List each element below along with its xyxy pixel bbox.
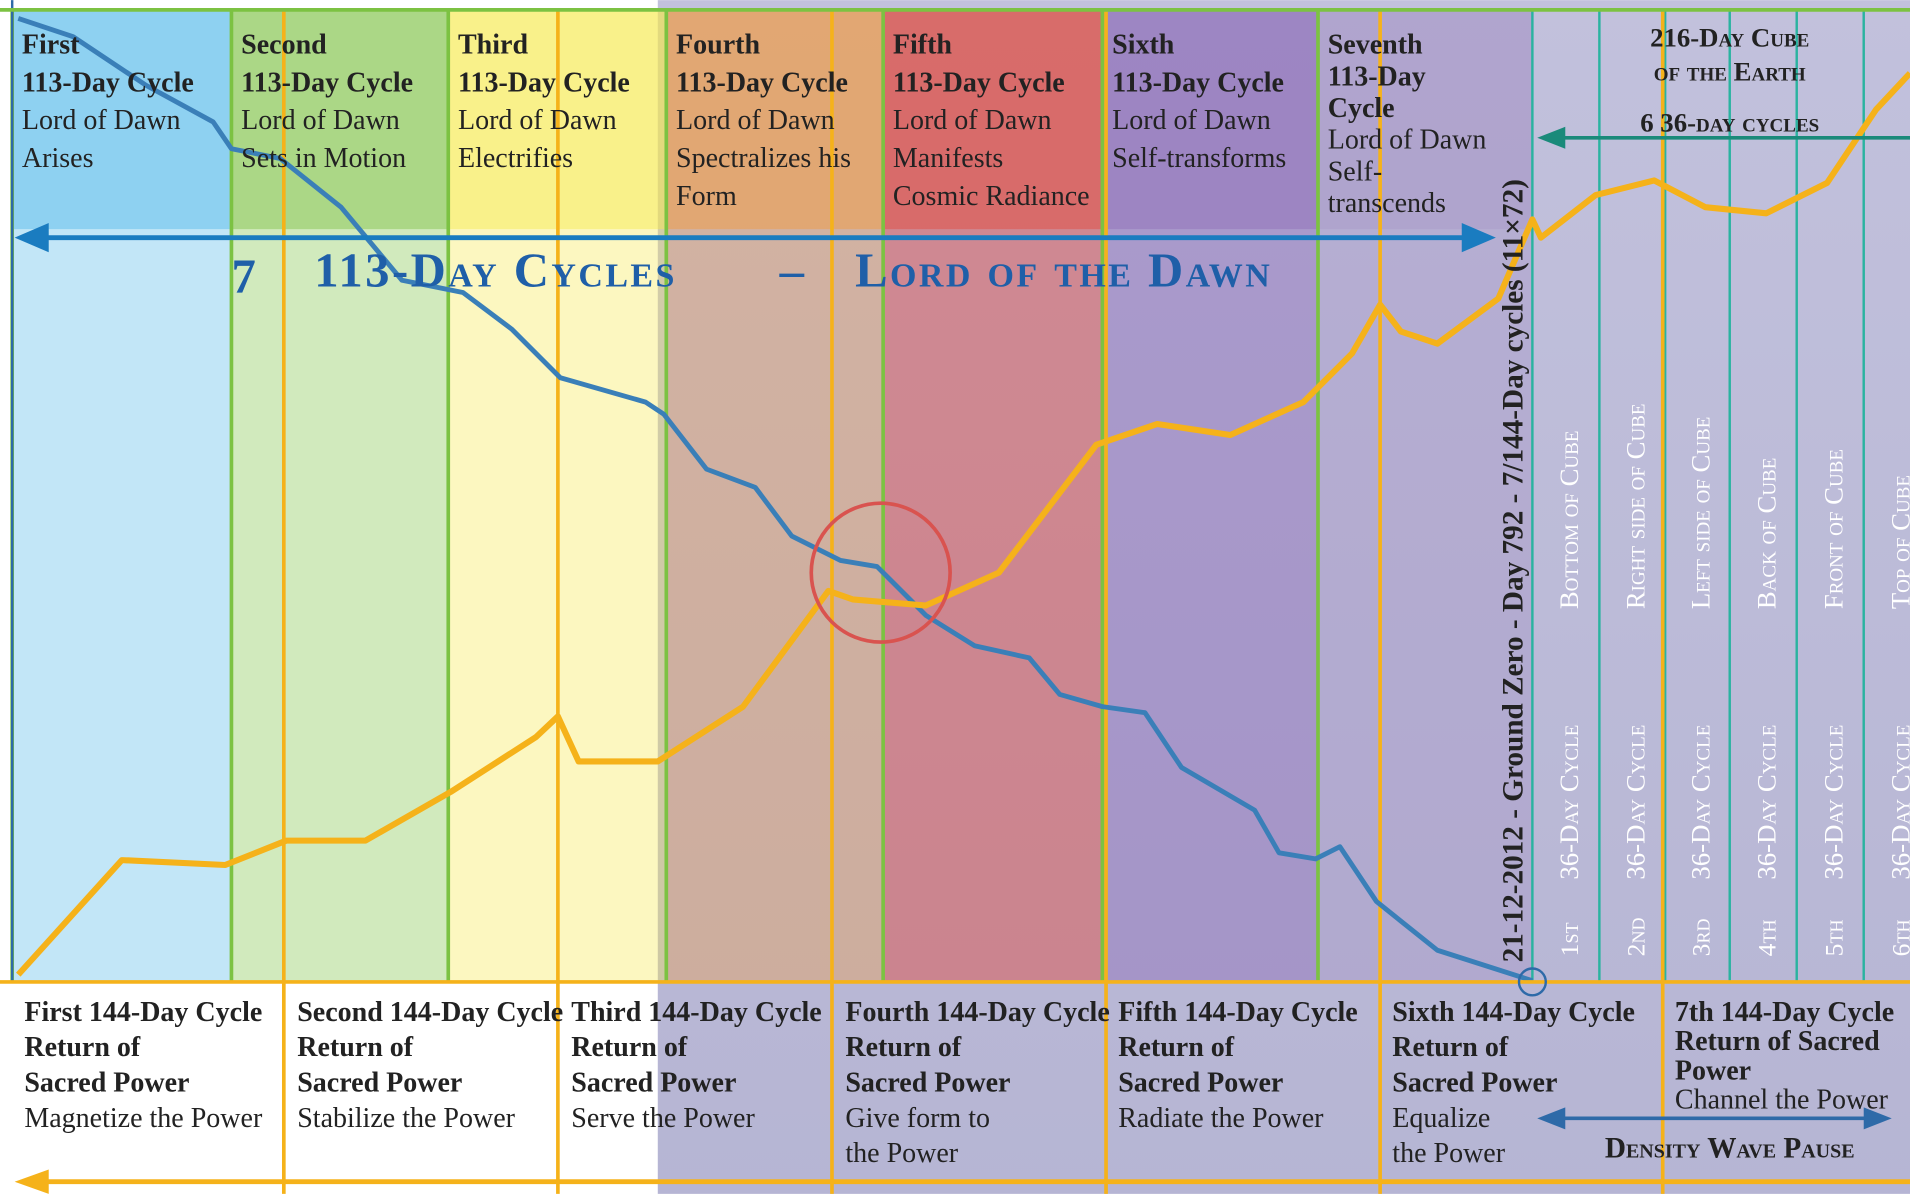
cycle-title: 113-Day Cycle (22, 67, 194, 98)
cycle-description: Arises (22, 143, 94, 174)
cycle-description: Lord of Dawn (22, 105, 181, 136)
cube-ordinal: 1st (1555, 923, 1584, 957)
cube-side: Front of Cube (1818, 449, 1848, 609)
cube-side: Bottom of Cube (1554, 431, 1584, 610)
cycle-description: Lord of Dawn (1328, 125, 1487, 156)
pause-cycle-description: the Power (845, 1138, 958, 1169)
cube-side: Right side of Cube (1620, 403, 1650, 609)
cycle-title: 113-Day (1328, 61, 1426, 92)
pause-cycle-title: Return of (24, 1032, 141, 1063)
cycle-description: Lord of Dawn (893, 105, 1052, 136)
pause-cycle-title: Return of (845, 1032, 962, 1063)
pause-cycle-title: Sacred Power (571, 1068, 736, 1099)
cube-cycle: 36-Day Cycle (1885, 725, 1910, 880)
cycle-description: Form (676, 181, 737, 212)
cycle-description: Lord of Dawn (1112, 105, 1271, 136)
pause-cycle-title: Return of (571, 1032, 688, 1063)
cycle-title: Cycle (1328, 93, 1395, 124)
cycle-title: First (22, 30, 80, 61)
cycle-description: Lord of Dawn (458, 105, 617, 136)
pause-cycle-description: Equalize (1392, 1103, 1490, 1134)
banner-text: 113-Day Cycles (314, 243, 677, 297)
cube-ordinal: 4th (1752, 920, 1781, 957)
cycle-description: Self-transforms (1112, 143, 1286, 174)
pause-cycle-title: Second 144-Day Cycle (297, 997, 563, 1028)
cube-ordinal: 5th (1819, 920, 1848, 957)
body: {"top_cycles":[ {"lines":["First","113-D… (0, 0, 1910, 1194)
cycle-description: transcends (1328, 188, 1446, 219)
cube-cycle: 36-Day Cycle (1751, 725, 1781, 880)
cube-cycle: 36-Day Cycle (1554, 725, 1584, 880)
cube-cycle: 36-Day Cycle (1686, 725, 1716, 880)
pause-cycle-title: Fourth 144-Day Cycle (845, 997, 1109, 1028)
cycle-description: Manifests (893, 143, 1003, 174)
pause-cycle-title: Return of (297, 1032, 414, 1063)
pause-cycle-title: Third 144-Day Cycle (571, 997, 821, 1028)
pause-cycle-description: Serve the Power (571, 1103, 755, 1134)
cube-title: of the Earth (1654, 57, 1806, 87)
pause-cycle-title: Sacred Power (297, 1068, 462, 1099)
banner-dash: – (779, 243, 805, 297)
pause-cycle-description: Magnetize the Power (24, 1103, 263, 1134)
cycle-title: Third (458, 30, 528, 61)
pause-cycle-title: First 144-Day Cycle (24, 997, 262, 1028)
pause-cycle-title: Return of Sacred (1675, 1026, 1880, 1057)
page: html,body{margin:0;padding:0;width:1910p… (0, 0, 1910, 1194)
cycle-description: Spectralizes his (676, 143, 851, 174)
cube-ordinal: 2nd (1621, 918, 1650, 957)
cycle-title: 113-Day Cycle (241, 67, 413, 98)
banner-number: 7 (231, 249, 255, 303)
cycle-description: Sets in Motion (241, 143, 406, 174)
pause-cycle-title: Fifth 144-Day Cycle (1118, 997, 1358, 1028)
cube-cycle: 36-Day Cycle (1818, 725, 1848, 880)
pause-cycle-title: Sacred Power (1392, 1068, 1557, 1099)
density-wave-pause: Density Wave Pause (1605, 1132, 1855, 1164)
pause-cycle-description: Channel the Power (1675, 1085, 1889, 1116)
cycle-title: 113-Day Cycle (1112, 67, 1284, 98)
cycle-title: 113-Day Cycle (676, 67, 848, 98)
cube-ordinal: 6th (1886, 920, 1910, 957)
pause-cycle-title: Sacred Power (845, 1068, 1010, 1099)
cube-side: Left side of Cube (1686, 417, 1716, 610)
cube-cycle: 36-Day Cycle (1620, 725, 1650, 880)
pause-cycle-description: the Power (1392, 1138, 1505, 1169)
cycle-title: Sixth (1112, 30, 1175, 61)
ground-zero-label: 21-12-2012 - Ground Zero - Day 792 - 7/1… (1498, 179, 1530, 962)
pause-cycle-description: Stabilize the Power (297, 1103, 515, 1134)
cube-ordinal: 3rd (1687, 919, 1716, 957)
cube-title: 216-Day Cube (1650, 22, 1809, 52)
pause-cycle-description: Radiate the Power (1118, 1103, 1324, 1134)
diagram: 7 113-Day Cycles – Lord of the Dawn 21-1… (0, 0, 1910, 1194)
cube-cycles: 6 36-day cycles (1640, 108, 1819, 138)
pause-cycle-title: 7th 144-Day Cycle (1675, 997, 1894, 1028)
cycle-title: Fourth (676, 30, 760, 61)
cycle-title: Seventh (1328, 30, 1423, 61)
pause-cycle-title: Sacred Power (1118, 1068, 1283, 1099)
pause-cycle-title: Sixth 144-Day Cycle (1392, 997, 1635, 1028)
banner-lord: Lord of the Dawn (855, 243, 1272, 297)
pause-cycle-title: Return of (1118, 1032, 1235, 1063)
cycle-description: Electrifies (458, 143, 573, 174)
cycle-description: Lord of Dawn (241, 105, 400, 136)
cycle-description: Self- (1328, 156, 1382, 187)
cycle-title: Fifth (893, 30, 953, 61)
cycle-title: 113-Day Cycle (893, 67, 1065, 98)
pause-cycle-title: Sacred Power (24, 1068, 189, 1099)
cycle-description: Cosmic Radiance (893, 181, 1090, 212)
cube-side: Back of Cube (1751, 458, 1781, 610)
pause-cycle-title: Return of (1392, 1032, 1509, 1063)
pause-cycle-description: Give form to (845, 1103, 990, 1134)
cycle-title: 113-Day Cycle (458, 67, 630, 98)
cycle-description: Lord of Dawn (676, 105, 835, 136)
cube-side: Top of Cube (1885, 475, 1910, 609)
pause-cycle-title: Power (1675, 1055, 1751, 1086)
cycle-title: Second (241, 30, 327, 61)
